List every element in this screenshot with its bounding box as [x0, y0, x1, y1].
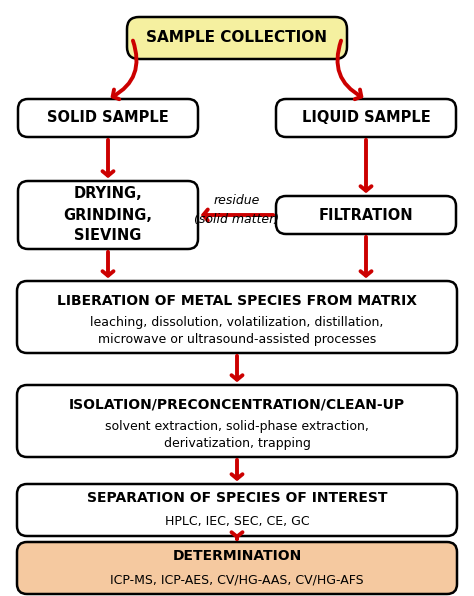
Text: ISOLATION/PRECONCENTRATION/CLEAN-UP: ISOLATION/PRECONCENTRATION/CLEAN-UP	[69, 398, 405, 412]
Text: SAMPLE COLLECTION: SAMPLE COLLECTION	[146, 30, 328, 45]
Text: solvent extraction, solid-phase extraction,
derivatization, trapping: solvent extraction, solid-phase extracti…	[105, 420, 369, 450]
FancyBboxPatch shape	[18, 181, 198, 249]
Text: FILTRATION: FILTRATION	[319, 207, 413, 222]
Text: DETERMINATION: DETERMINATION	[173, 549, 301, 563]
Text: DRYING,
GRINDING,
SIEVING: DRYING, GRINDING, SIEVING	[64, 187, 153, 244]
Text: HPLC, IEC, SEC, CE, GC: HPLC, IEC, SEC, CE, GC	[164, 516, 310, 529]
Text: leaching, dissolution, volatilization, distillation,
microwave or ultrasound-ass: leaching, dissolution, volatilization, d…	[91, 316, 383, 346]
FancyBboxPatch shape	[276, 196, 456, 234]
FancyBboxPatch shape	[17, 542, 457, 594]
FancyBboxPatch shape	[17, 281, 457, 353]
FancyBboxPatch shape	[127, 17, 347, 59]
Text: LIBERATION OF METAL SPECIES FROM MATRIX: LIBERATION OF METAL SPECIES FROM MATRIX	[57, 294, 417, 308]
FancyBboxPatch shape	[276, 99, 456, 137]
Text: residue: residue	[214, 194, 260, 207]
FancyBboxPatch shape	[17, 385, 457, 457]
FancyBboxPatch shape	[18, 99, 198, 137]
FancyBboxPatch shape	[17, 484, 457, 536]
Text: (solid matter): (solid matter)	[194, 213, 280, 225]
Text: ICP-MS, ICP-AES, CV/HG-AAS, CV/HG-AFS: ICP-MS, ICP-AES, CV/HG-AAS, CV/HG-AFS	[110, 573, 364, 586]
Text: SOLID SAMPLE: SOLID SAMPLE	[47, 110, 169, 126]
Text: SEPARATION OF SPECIES OF INTEREST: SEPARATION OF SPECIES OF INTEREST	[87, 491, 387, 505]
Text: LIQUID SAMPLE: LIQUID SAMPLE	[301, 110, 430, 126]
